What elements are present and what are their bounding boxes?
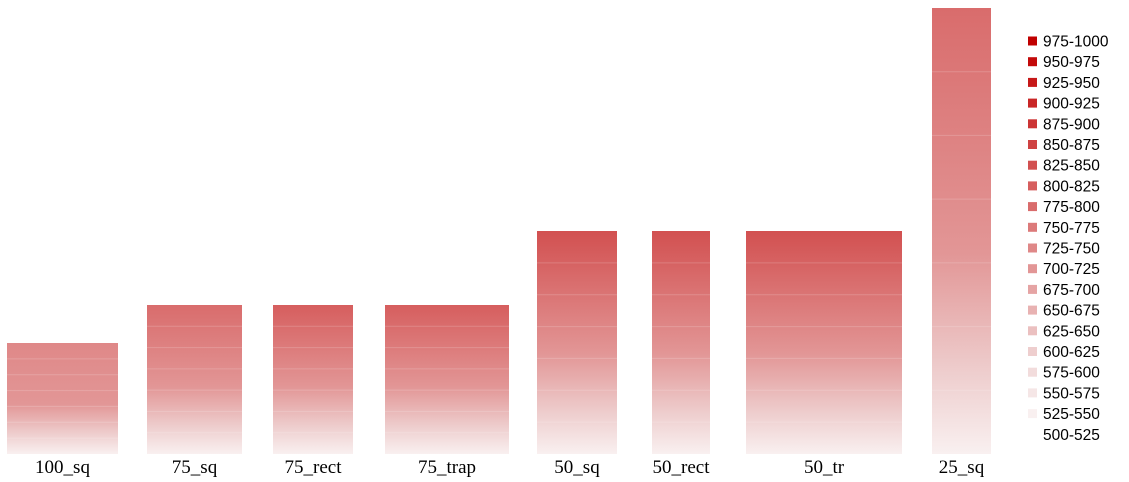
category-label: 75_trap xyxy=(418,457,476,478)
category-label: 75_sq xyxy=(172,457,218,478)
legend-swatch xyxy=(1028,264,1037,274)
legend-label: 975-1000 xyxy=(1043,34,1109,51)
legend-label: 700-725 xyxy=(1043,261,1100,278)
legend-swatch xyxy=(1028,202,1037,212)
legend-swatch xyxy=(1028,222,1037,232)
legend-swatch xyxy=(1028,347,1037,356)
legend-label: 850-875 xyxy=(1043,137,1100,154)
legend-label: 650-675 xyxy=(1043,303,1100,320)
legend-label: 800-825 xyxy=(1043,178,1100,195)
legend-label: 925-950 xyxy=(1043,75,1100,92)
bars-group xyxy=(7,8,991,454)
legend-label: 550-575 xyxy=(1043,385,1100,402)
legend-swatch xyxy=(1028,388,1037,398)
category-labels: 100_sq 75_sq 75_rect 75_trap 50_sq 50_rect 50_… xyxy=(35,457,985,478)
legend-label: 900-925 xyxy=(1043,96,1100,113)
legend-label: 625-650 xyxy=(1043,323,1100,340)
bar-50-tr xyxy=(746,231,902,454)
bar-25-sq xyxy=(932,8,991,454)
legend-swatch xyxy=(1028,36,1037,46)
legend-swatch xyxy=(1028,77,1037,87)
legend-label: 600-625 xyxy=(1043,344,1100,361)
legend-label: 575-600 xyxy=(1043,365,1100,382)
bar-50-rect xyxy=(652,231,710,454)
bar-75-trap xyxy=(385,305,509,454)
legend-label: 950-975 xyxy=(1043,54,1100,71)
legend-swatch xyxy=(1028,284,1037,294)
legend-swatch xyxy=(1028,140,1037,149)
legend-swatch xyxy=(1028,367,1037,377)
legend-swatch xyxy=(1028,243,1037,253)
legend-label: 500-525 xyxy=(1043,427,1100,444)
legend-swatch xyxy=(1028,119,1037,129)
legend-swatch xyxy=(1028,98,1037,108)
legend-label: 875-900 xyxy=(1043,116,1100,133)
category-label: 75_rect xyxy=(285,457,343,478)
category-label: 50_tr xyxy=(804,457,845,478)
legend-label: 675-700 xyxy=(1043,282,1100,299)
bar-75-rect xyxy=(273,305,353,454)
legend-label: 825-850 xyxy=(1043,158,1100,175)
legend-swatch xyxy=(1028,305,1037,315)
legend-label: 775-800 xyxy=(1043,199,1100,216)
category-label: 25_sq xyxy=(939,457,985,478)
legend-swatch xyxy=(1028,160,1037,170)
legend-swatch xyxy=(1028,57,1037,67)
legend-label: 750-775 xyxy=(1043,220,1100,237)
legend: 975-1000 950-975 925-950 900-925 875-900 850-… xyxy=(1028,34,1109,444)
bar-100-sq xyxy=(7,343,118,454)
bar-75-sq xyxy=(147,305,242,454)
category-label: 100_sq xyxy=(35,457,90,478)
legend-swatch xyxy=(1028,429,1037,439)
legend-swatch xyxy=(1028,409,1037,419)
bar-50-sq xyxy=(537,231,617,454)
legend-label: 725-750 xyxy=(1043,241,1100,258)
category-label: 50_sq xyxy=(554,457,600,478)
legend-swatch xyxy=(1028,326,1037,336)
legend-swatch xyxy=(1028,181,1037,191)
legend-label: 525-550 xyxy=(1043,406,1100,423)
category-label: 50_rect xyxy=(653,457,711,478)
